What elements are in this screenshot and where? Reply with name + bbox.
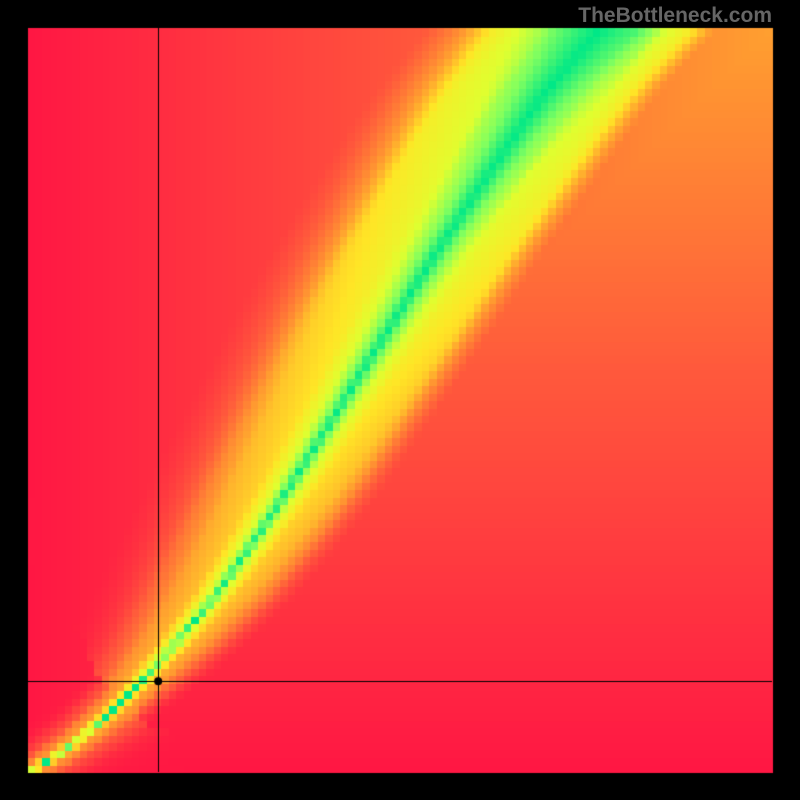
heatmap-canvas-wrap	[0, 0, 800, 800]
heatmap-canvas	[0, 0, 800, 800]
watermark-text: TheBottleneck.com	[578, 4, 772, 28]
bottleneck-heatmap-figure: { "figure": { "type": "heatmap", "source…	[0, 0, 800, 800]
